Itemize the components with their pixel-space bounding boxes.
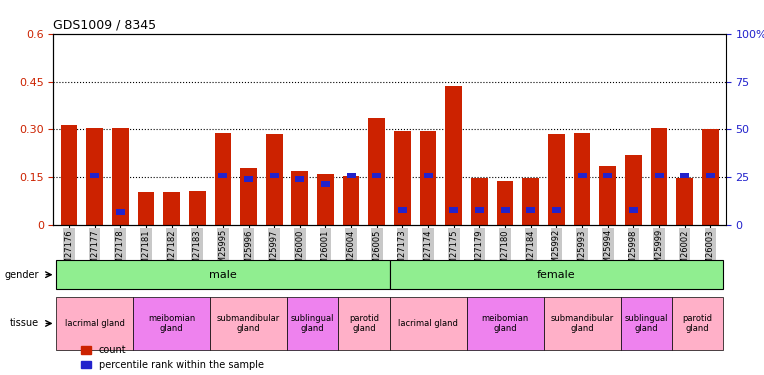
Text: sublingual
gland: sublingual gland <box>624 314 668 333</box>
Text: tissue: tissue <box>10 318 39 328</box>
Bar <box>163 192 180 225</box>
Bar <box>680 173 689 178</box>
Bar <box>60 124 77 225</box>
Text: submandibular
gland: submandibular gland <box>551 314 613 333</box>
Text: submandibular
gland: submandibular gland <box>217 314 280 333</box>
Bar <box>424 173 432 178</box>
Bar <box>270 173 279 178</box>
Bar <box>244 176 253 182</box>
Bar <box>548 134 565 225</box>
Bar <box>471 178 487 225</box>
Text: sublingual
gland: sublingual gland <box>291 314 335 333</box>
Text: GDS1009 / 8345: GDS1009 / 8345 <box>53 19 157 32</box>
Bar <box>210 297 287 350</box>
Bar <box>578 173 587 178</box>
Bar <box>86 128 103 225</box>
Bar <box>56 260 390 289</box>
Bar <box>338 297 390 350</box>
Bar <box>467 297 544 350</box>
Bar <box>390 260 724 289</box>
Bar <box>676 178 693 225</box>
Bar <box>500 207 510 213</box>
Bar <box>347 173 355 178</box>
Bar <box>672 297 724 350</box>
Bar <box>266 134 283 225</box>
Bar <box>240 168 257 225</box>
Bar <box>287 297 338 350</box>
Bar <box>115 209 125 215</box>
Bar <box>321 182 330 187</box>
Bar <box>419 131 436 225</box>
Bar <box>475 207 484 213</box>
Bar <box>600 166 616 225</box>
Bar <box>112 128 128 225</box>
Text: meibomian
gland: meibomian gland <box>481 314 529 333</box>
Bar <box>138 192 154 225</box>
Bar <box>523 178 539 225</box>
Bar <box>292 171 308 225</box>
Bar <box>604 173 612 178</box>
Bar <box>552 207 561 213</box>
Bar <box>702 129 719 225</box>
Bar <box>394 131 411 225</box>
Legend: count, percentile rank within the sample: count, percentile rank within the sample <box>81 345 264 370</box>
Text: gender: gender <box>4 270 39 280</box>
Text: parotid
gland: parotid gland <box>682 314 713 333</box>
Bar <box>133 297 210 350</box>
Bar <box>343 176 360 225</box>
Bar <box>629 207 638 213</box>
Bar <box>368 118 385 225</box>
Bar <box>390 297 467 350</box>
Bar <box>574 133 591 225</box>
Text: parotid
gland: parotid gland <box>349 314 379 333</box>
Bar <box>90 173 99 178</box>
Bar <box>296 176 304 182</box>
Bar <box>526 207 536 213</box>
Bar <box>625 155 642 225</box>
Text: lacrimal gland: lacrimal gland <box>398 319 458 328</box>
Bar <box>655 173 664 178</box>
Bar <box>449 207 458 213</box>
Bar <box>56 297 133 350</box>
Bar <box>398 207 407 213</box>
Bar <box>215 133 231 225</box>
Text: meibomian
gland: meibomian gland <box>148 314 195 333</box>
Bar <box>544 297 620 350</box>
Bar <box>445 86 462 225</box>
Text: female: female <box>537 270 576 280</box>
Bar <box>497 181 513 225</box>
Text: lacrimal gland: lacrimal gland <box>65 319 125 328</box>
Bar <box>651 128 668 225</box>
Bar <box>317 174 334 225</box>
Bar <box>189 190 206 225</box>
Bar <box>620 297 672 350</box>
Bar <box>372 173 381 178</box>
Text: male: male <box>209 270 237 280</box>
Bar <box>706 173 715 178</box>
Bar <box>219 173 228 178</box>
